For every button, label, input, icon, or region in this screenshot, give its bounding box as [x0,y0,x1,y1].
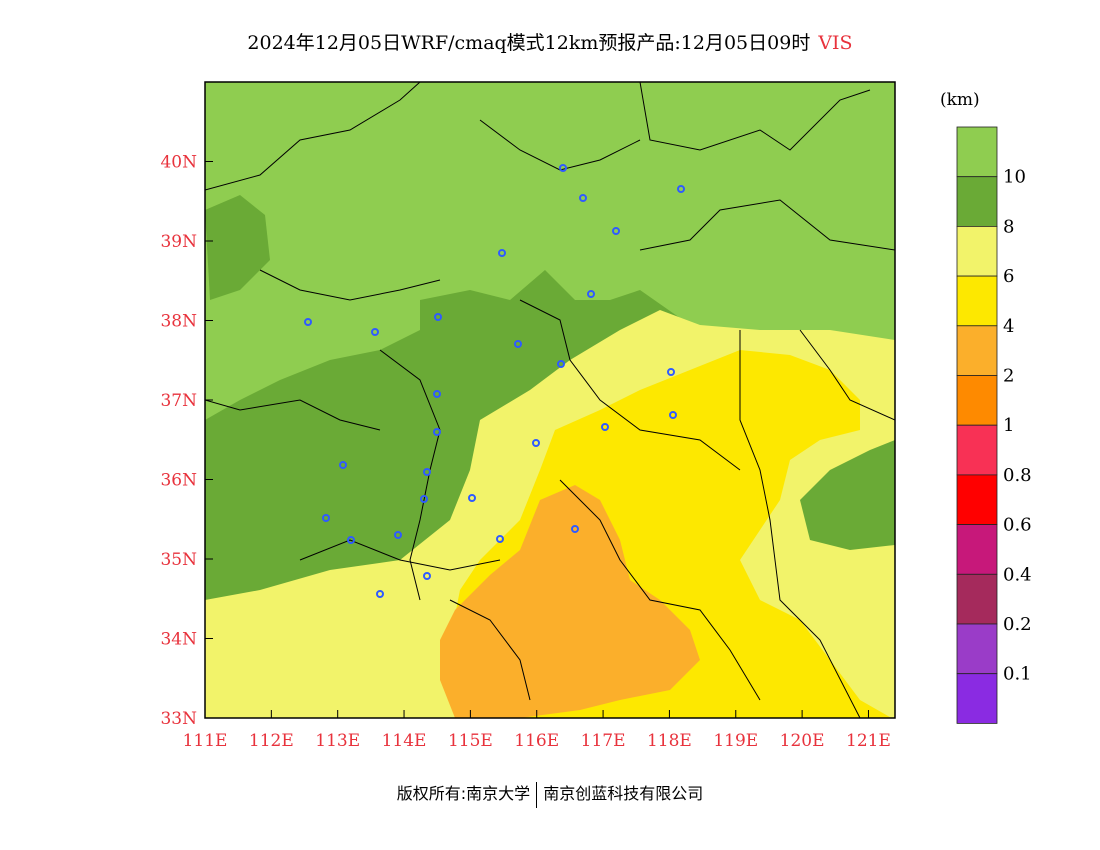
station-marker [322,514,330,522]
station-marker [304,318,312,326]
lat-label: 40N [160,153,197,173]
station-marker [612,227,620,235]
station-marker [498,249,506,257]
legend-swatch [956,126,998,178]
station-marker [601,423,609,431]
legend-label: 1 [1003,415,1014,436]
copyright-company: 南京创蓝科技有限公司 [543,784,704,803]
lon-label: 114E [382,731,427,751]
lat-label: 37N [160,391,197,411]
station-marker [579,194,587,202]
lon-label: 121E [846,731,891,751]
legend-label: 0.2 [1003,614,1032,635]
legend-swatch [956,673,998,724]
latitude-axis: 40N 39N 38N 37N 36N 35N 34N 33N [160,153,213,729]
station-marker [339,461,347,469]
station-marker [420,495,428,503]
legend-swatch [956,375,998,426]
station-markers [304,164,685,598]
legend-label: 2 [1003,366,1014,387]
variable-name: VIS [818,32,853,54]
lon-label: 112E [249,731,294,751]
station-marker [557,360,565,368]
legend-swatch [956,275,998,327]
legend-swatch [956,524,998,575]
station-marker [559,164,567,172]
lon-label: 120E [780,731,825,751]
copyright-separator [536,781,538,808]
copyright-owner: 版权所有:南京大学 [396,784,531,803]
legend-swatch [956,474,998,525]
station-marker [423,572,431,580]
legend-label: 8 [1003,216,1014,237]
legend-label: 0.1 [1003,664,1032,685]
station-marker [571,525,579,533]
station-marker [587,290,595,298]
legend-swatch [956,225,998,277]
lon-label: 117E [581,731,626,751]
legend-unit: (km) [940,90,980,110]
station-marker [532,439,540,447]
legend-label: 0.6 [1003,515,1032,536]
title-text: 2024年12月05日WRF/cmaq模式12km预报产品:12月05日09时 [247,32,811,54]
lat-label: 35N [160,550,197,570]
lon-label: 116E [514,731,559,751]
legend-swatch [956,176,998,227]
field-vis-2-4 [440,485,700,718]
field-vis-8-10 [205,270,700,605]
station-marker [677,185,685,193]
station-marker [514,340,522,348]
station-marker [667,368,675,376]
legend-swatch [956,623,998,675]
legend-label: 6 [1003,266,1014,287]
station-marker [394,531,402,539]
station-marker [468,494,476,502]
lon-label: 115E [448,731,493,751]
station-marker [433,428,441,436]
legend-swatch [956,573,998,625]
copyright: 版权所有:南京大学 南京创蓝科技有限公司 [0,780,1100,808]
map-title: 2024年12月05日WRF/cmaq模式12km预报产品:12月05日09时 V… [0,28,1100,55]
lat-label: 36N [160,471,197,491]
station-marker [347,536,355,544]
lat-label: 33N [160,709,197,729]
legend-label: 0.4 [1003,564,1032,585]
station-marker [434,313,442,321]
station-marker [496,535,504,543]
legend-swatch [956,325,998,376]
longitude-axis: 111E 112E 113E 114E 115E 116E 117E 118E 119E 120E… [183,710,891,751]
lat-label: 39N [160,232,197,252]
station-marker [371,328,379,336]
lon-label: 119E [713,731,758,751]
field-vis-8-10-west [205,195,270,300]
field-vis-8-10-east [800,440,895,550]
admin-borders [205,82,895,718]
station-marker [423,468,431,476]
lat-label: 38N [160,312,197,332]
lon-label: 111E [183,731,228,751]
lon-label: 118E [647,731,692,751]
legend-label: 10 [1003,167,1026,188]
station-marker [433,390,441,398]
map-field [205,82,895,718]
legend-label: 4 [1003,316,1014,337]
legend-swatch [956,424,998,476]
lat-label: 34N [160,630,197,650]
station-marker [376,590,384,598]
lon-label: 113E [315,731,360,751]
legend-label: 0.8 [1003,465,1032,486]
station-marker [669,411,677,419]
